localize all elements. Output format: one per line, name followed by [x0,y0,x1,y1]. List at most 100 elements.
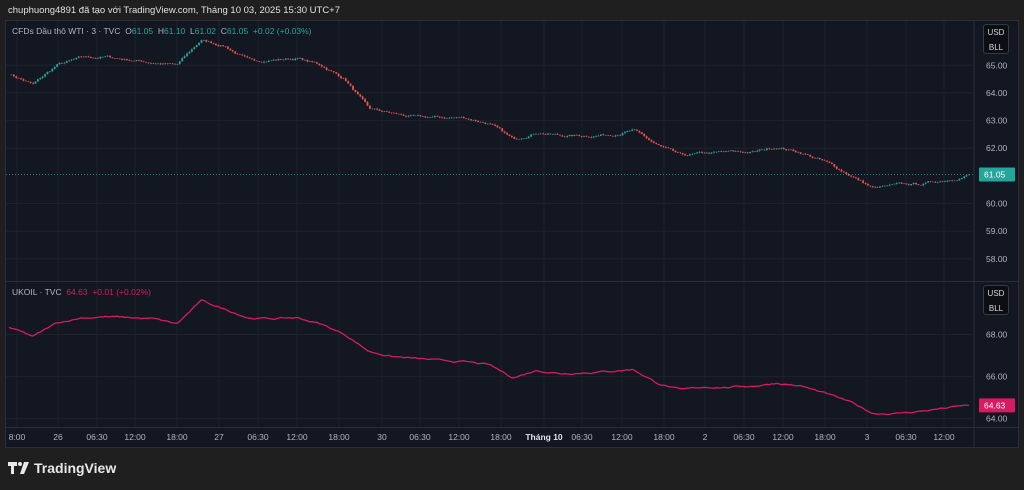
candle-up [773,148,776,150]
chart-panel[interactable]: 65.00 64.00 63.00 62.00 60.00 59.00 58.00 61.05… [5,20,1019,448]
candle-down [869,185,872,187]
candle-down [465,118,468,119]
candle-up [633,129,636,131]
candle-down [150,62,152,64]
candle-up [744,152,747,154]
price-tick-label: 64.00 [986,414,1008,424]
candle-down [489,123,492,125]
candle-up [190,49,193,52]
candle-up [188,51,191,54]
candle-down [638,130,641,133]
candle-down [850,175,853,177]
candle-up [193,47,196,50]
candle-down [775,148,778,150]
candle-up [927,181,929,183]
time-tick-label: 26 [53,432,63,442]
candle-down [900,182,903,184]
open-value: 61.05 [131,26,154,36]
candle-down [125,59,128,61]
candle-down [585,136,588,137]
candle-down [243,55,246,57]
candle-up [891,184,893,185]
candle-down [782,147,785,150]
candle-down [929,181,932,182]
candle-up [893,183,896,185]
wti-legend[interactable]: CFDs Dầu thô WTI · 3 · TVC O61.05 H61.10… [12,26,312,36]
time-tick-label: 27 [214,432,224,442]
high-label: H [157,26,164,36]
candle-down [496,125,499,128]
candle-down [741,151,744,153]
candle-up [888,184,891,186]
candle-down [147,62,150,64]
candle-up [924,182,927,184]
candle-up [597,135,600,137]
candle-down [241,54,244,56]
candle-up [522,138,525,140]
candle-down [470,119,472,121]
candle-down [97,58,99,59]
candle-down [794,150,797,153]
candle-down [17,77,20,79]
candle-down [354,89,357,92]
currency-unit-button-top[interactable]: USD BLL [983,24,1009,54]
candle-up [881,186,884,188]
candle-down [159,63,162,65]
candle-down [823,160,826,161]
candle-up [895,183,898,184]
candle-down [231,50,234,52]
candle-down [393,112,395,114]
time-tick-label: 06:30 [733,432,755,442]
candle-down [24,80,27,82]
candle-down [484,122,487,124]
candle-down [556,133,559,135]
candle-down [116,58,119,59]
candle-up [910,184,913,186]
candle-down [32,82,34,84]
candle-up [944,181,946,183]
candle-up [816,158,819,159]
tradingview-logo[interactable]: TradingView [8,460,116,476]
chart-canvas[interactable]: 65.00 64.00 63.00 62.00 60.00 59.00 58.00 61.05… [6,21,1018,447]
last-price-badge [979,167,1015,182]
candle-up [417,115,419,116]
candle-up [123,59,126,60]
candle-up [162,63,164,65]
candle-down [438,116,441,118]
currency-label: USD [987,289,1005,298]
candle-down [498,127,501,129]
candle-down [359,94,362,97]
candle-down [679,152,682,154]
candle-up [619,135,622,136]
ukoil-legend[interactable]: UKOIL · TVC 64.63 +0.01 (+0.02%) [12,287,151,297]
candle-down [453,117,456,119]
candle-down [344,78,347,82]
time-tick-label: 18:00 [490,432,512,442]
candle-down [130,60,133,62]
candle-up [705,152,708,154]
candle-down [395,112,398,114]
candle-down [239,53,241,55]
currency-unit-button-bottom[interactable]: USD BLL [983,285,1009,315]
candle-up [568,135,571,137]
candle-down [332,71,335,73]
candle-down [248,57,251,59]
candle-down [753,151,756,152]
candle-down [426,117,429,119]
candle-up [765,148,768,150]
candle-down [323,66,326,68]
candle-up [539,133,542,135]
candle-up [46,71,49,75]
candle-down [251,58,253,60]
candle-down [612,135,614,137]
candle-up [49,71,51,72]
time-tick-label: 18:00 [653,432,675,442]
candle-up [874,186,877,188]
candle-down [722,151,725,153]
candle-up [207,41,210,43]
candle-up [70,59,73,61]
candle-up [573,134,576,136]
candle-up [547,133,549,135]
candle-down [739,151,742,153]
candle-down [342,78,345,79]
